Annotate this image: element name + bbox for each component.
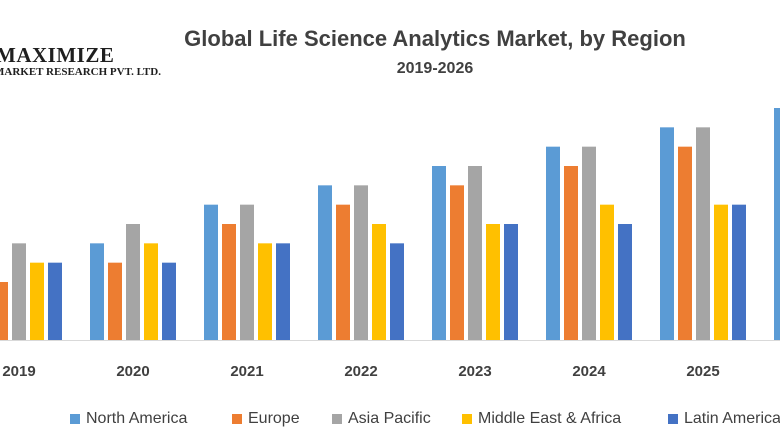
bar-2023-latin-america [504, 224, 518, 340]
legend-swatch [232, 414, 242, 424]
bar-2020-north-america [90, 243, 104, 340]
legend-item-europe: Europe [232, 410, 300, 428]
x-tick-label-2021: 2021 [230, 363, 263, 380]
x-tick-label-2024: 2024 [572, 363, 606, 380]
legend-swatch [668, 414, 678, 424]
bar-2025-europe [678, 146, 692, 340]
bar-2022-north-america [318, 185, 332, 340]
legend-label: North America [86, 410, 188, 427]
chart-legend: North America Europe Asia Pacific Middle Ea… [0, 410, 780, 432]
bar-2022-middle-east-africa [372, 224, 386, 340]
bar-2019-asia-pacific [12, 243, 26, 340]
legend-item-latin-america: Latin America [668, 410, 780, 428]
bar-2025-asia-pacific [696, 127, 710, 340]
x-tick-label-2023: 2023 [458, 363, 491, 380]
bar-2024-europe [564, 166, 578, 340]
legend-item-asia-pacific: Asia Pacific [332, 410, 431, 428]
legend-label: Europe [248, 410, 300, 427]
legend-label: Asia Pacific [348, 410, 431, 427]
bar-2024-north-america [546, 146, 560, 340]
chart-title: Global Life Science Analytics Market, by… [184, 26, 686, 51]
bar-2021-north-america [204, 204, 218, 340]
bar-2026-north-america [774, 108, 780, 340]
logo-line-2: MARKET RESEARCH PVT. LTD. [0, 66, 161, 78]
legend-item-middle-east-africa: Middle East & Africa [462, 410, 621, 428]
bar-2024-middle-east-africa [600, 204, 614, 340]
bar-2020-asia-pacific [126, 224, 140, 340]
bar-2025-latin-america [732, 204, 746, 340]
bar-2024-latin-america [618, 224, 632, 340]
bar-2024-asia-pacific [582, 146, 596, 340]
legend-swatch [332, 414, 342, 424]
legend-swatch [462, 414, 472, 424]
bar-2021-latin-america [276, 243, 290, 340]
bar-2022-latin-america [390, 243, 404, 340]
bar-2019-middle-east-africa [30, 262, 44, 340]
x-tick-label-2019: 2019 [2, 363, 35, 380]
bar-2021-europe [222, 224, 236, 340]
legend-item-north-america: North America [70, 410, 187, 428]
bar-2020-middle-east-africa [144, 243, 158, 340]
bar-2022-europe [336, 204, 350, 340]
bar-2023-europe [450, 185, 464, 340]
bar-2020-europe [108, 262, 122, 340]
x-tick-label-2022: 2022 [344, 363, 377, 380]
bar-2019-europe [0, 282, 8, 340]
logo-line-1: MAXIMIZE [0, 43, 115, 67]
bar-2021-middle-east-africa [258, 243, 272, 340]
bar-2023-north-america [432, 166, 446, 340]
x-tick-label-2025: 2025 [686, 363, 719, 380]
bar-2021-asia-pacific [240, 204, 254, 340]
x-tick-label-2020: 2020 [116, 363, 149, 380]
bar-2020-latin-america [162, 262, 176, 340]
bar-2023-middle-east-africa [486, 224, 500, 340]
legend-label: Latin America [684, 410, 780, 427]
bar-2025-north-america [660, 127, 674, 340]
bar-2022-asia-pacific [354, 185, 368, 340]
legend-label: Middle East & Africa [478, 410, 622, 427]
company-logo: MAXIMIZE MARKET RESEARCH PVT. LTD. [0, 44, 161, 78]
bar-2023-asia-pacific [468, 166, 482, 340]
bar-2025-middle-east-africa [714, 204, 728, 340]
chart-subtitle: 2019-2026 [396, 60, 474, 77]
bar-2019-latin-america [48, 262, 62, 340]
legend-swatch [70, 414, 80, 424]
